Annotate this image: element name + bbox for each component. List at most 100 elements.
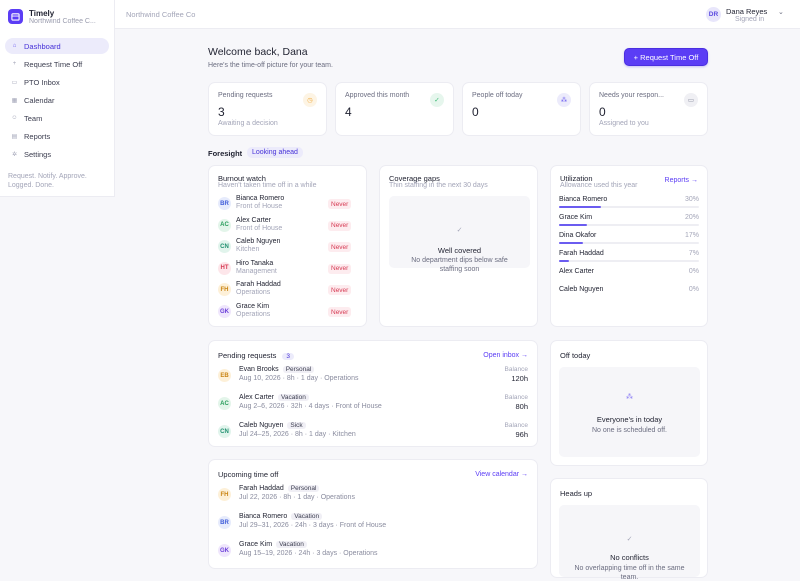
person-name: Bianca Romero: [239, 513, 288, 520]
sidebar-tagline: Request. Notify. Approve. Logged. Done.: [8, 173, 87, 189]
person-name: Caleb Nguyen: [236, 238, 281, 246]
heads-up-card: Heads up ✓ No conflicts No overlapping t…: [550, 478, 708, 581]
stat-card-pending[interactable]: Pending requests 3 Awaiting a decision ◷: [208, 82, 327, 136]
open-inbox-link[interactable]: Open inbox →: [483, 352, 528, 359]
stat-value: 0: [472, 105, 479, 119]
stat-card-approved[interactable]: Approved this month 4 ✓: [335, 82, 454, 136]
person-name: Evan Brooks: [239, 366, 279, 373]
card-title-text: Pending requests: [218, 351, 277, 360]
pending-request-row[interactable]: EB Evan Brooks Personal Aug 10, 2026 · 8h ·…: [218, 365, 528, 389]
sidebar-item-calendar[interactable]: ▦ Calendar: [5, 92, 109, 108]
message-icon: ▭: [684, 93, 698, 107]
sidebar: Timely Northwind Coffee C... ⌂ Dashboard …: [0, 0, 115, 197]
view-calendar-link[interactable]: View calendar →: [475, 471, 528, 478]
utilization-percent: 7%: [688, 250, 699, 257]
off-today-empty-state: ⁂ Everyone's in today No one is schedule…: [559, 367, 700, 457]
status-badge: Never: [328, 220, 352, 231]
burnout-row[interactable]: FH Farah Haddad Operations Never: [218, 280, 352, 302]
sidebar-item-pto-inbox[interactable]: ▭ PTO Inbox: [5, 74, 109, 90]
empty-body: No one is scheduled off.: [592, 427, 667, 434]
sidebar-item-label: Settings: [24, 149, 52, 159]
balance-value: 120h: [511, 374, 528, 383]
stat-value: 3: [218, 105, 225, 119]
sidebar-item-dashboard[interactable]: ⌂ Dashboard: [5, 38, 109, 54]
utilization-row: Farah Haddad 7%: [559, 250, 699, 268]
sidebar-item-label: Dashboard: [24, 41, 61, 51]
pending-request-row[interactable]: CN Caleb Nguyen Sick Jul 24–25, 2026 · 8h ·…: [218, 421, 528, 445]
request-name: Caleb Nguyen Sick: [239, 422, 306, 429]
avatar: GK: [218, 544, 231, 557]
pending-requests-card: Pending requests 3 Open inbox → EB Evan Br…: [208, 340, 538, 447]
empty-title: Everyone's in today: [596, 415, 663, 424]
burnout-row[interactable]: BR Bianca Romero Front of House Never: [218, 194, 352, 216]
status-badge: Never: [328, 307, 352, 317]
sidebar-item-settings[interactable]: ✲ Settings: [5, 146, 109, 162]
leave-type-badge: Sick: [287, 422, 306, 429]
off-today-card: Off today ⁂ Everyone's in today No one i…: [550, 340, 708, 466]
balance-label: Balance: [504, 422, 529, 429]
request-meta: Aug 2–6, 2026 · 32h · 4 days · Front of …: [239, 403, 382, 410]
person-name: Alex Carter: [559, 268, 595, 275]
utilization-row: Grace Kim 20%: [559, 214, 699, 232]
burnout-watch-card: Burnout watch Haven't taken time off in …: [208, 165, 367, 327]
status-badge: Never: [328, 285, 352, 296]
count-badge: 3: [282, 353, 294, 360]
stat-note: Awaiting a decision: [218, 120, 278, 127]
leave-type-badge: Vacation: [291, 513, 323, 520]
avatar: BR: [218, 516, 231, 529]
avatar: BR: [218, 197, 231, 210]
person-team: Management: [236, 267, 277, 275]
pending-request-row[interactable]: AC Alex Carter Vacation Aug 2–6, 2026 · 32h…: [218, 393, 528, 417]
request-meta: Jul 22, 2026 · 8h · 1 day · Operations: [239, 494, 355, 501]
section-title-foresight: Foresight: [208, 149, 243, 158]
burnout-row[interactable]: CN Caleb Nguyen Kitchen Never: [218, 237, 352, 259]
stat-label: Needs your respon...: [599, 92, 664, 99]
person-name: Bianca Romero: [236, 195, 285, 202]
app-name: Timely: [29, 9, 55, 18]
stat-card-off-today[interactable]: People off today 0 ⁂: [462, 82, 581, 136]
upcoming-row[interactable]: BR Bianca Romero Vacation Jul 29–31, 2026 ·…: [218, 512, 528, 536]
utilization-row: Caleb Nguyen 0%: [559, 286, 699, 304]
sidebar-item-team[interactable]: ☺ Team: [5, 110, 109, 126]
people-icon: ⁂: [626, 394, 633, 401]
request-name: Grace Kim Vacation: [239, 541, 307, 548]
card-title: Off today: [560, 351, 591, 360]
reports-link[interactable]: Reports →: [664, 177, 698, 184]
avatar[interactable]: DR: [706, 7, 721, 22]
card-subtitle: Allowance used this year: [560, 182, 638, 189]
card-title: Heads up: [560, 489, 593, 498]
utilization-percent: 0%: [688, 268, 699, 275]
utilization-card: Utilization Allowance used this year Rep…: [550, 165, 708, 327]
leave-type-badge: Personal: [282, 366, 315, 373]
request-time-off-button[interactable]: + Request Time Off: [624, 48, 708, 66]
users-icon: ☺: [11, 115, 18, 121]
stat-value: 0: [599, 105, 606, 119]
avatar: FH: [218, 488, 231, 501]
burnout-row[interactable]: GK Grace Kim Operations Never: [218, 302, 352, 324]
check-icon: ✓: [456, 227, 463, 234]
person-name: Farah Haddad: [236, 281, 281, 289]
chevron-down-icon[interactable]: ⌄: [778, 9, 784, 16]
avatar: AC: [218, 397, 231, 410]
avatar: CN: [218, 425, 231, 438]
request-name: Evan Brooks Personal: [239, 366, 315, 373]
burnout-row[interactable]: HT Hiro Tanaka Management Never: [218, 259, 352, 281]
clock-icon: ◷: [303, 93, 317, 107]
upcoming-row[interactable]: FH Farah Haddad Personal Jul 22, 2026 · 8h …: [218, 484, 528, 508]
page-subtitle: Here's the time-off picture for your tea…: [208, 62, 333, 69]
empty-title: Well covered: [437, 246, 482, 255]
utilization-row: Bianca Romero 30%: [559, 196, 699, 214]
upcoming-row[interactable]: GK Grace Kim Vacation Aug 15–19, 2026 · 24h…: [218, 540, 528, 564]
stat-card-needs-response[interactable]: Needs your respon... 0 Assigned to you ▭: [589, 82, 708, 136]
user-name[interactable]: Dana Reyes: [726, 7, 768, 16]
balance-value: 80h: [515, 402, 528, 411]
status-badge: Never: [328, 199, 352, 209]
sidebar-item-reports[interactable]: ▤ Reports: [5, 128, 109, 144]
status-badge: Never: [328, 242, 352, 253]
utilization-percent: 30%: [684, 196, 699, 203]
utilization-bar: [559, 224, 587, 226]
burnout-row[interactable]: AC Alex Carter Front of House Never: [218, 216, 352, 238]
empty-body-wrap: No department dips below safe staffing s…: [389, 256, 530, 274]
sidebar-item-request-time-off[interactable]: + Request Time Off: [5, 56, 109, 72]
person-team: Operations: [236, 311, 271, 318]
